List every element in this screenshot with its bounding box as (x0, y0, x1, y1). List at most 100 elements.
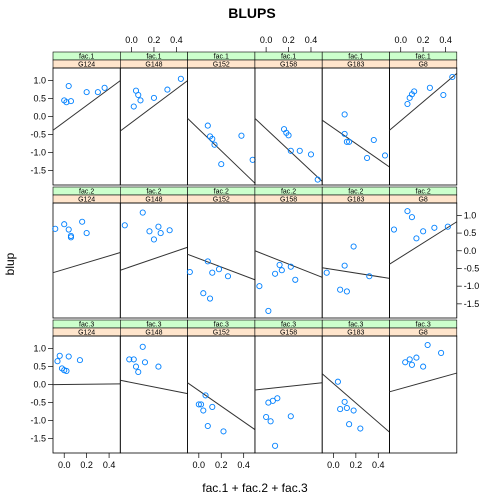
y-tick-label: -1.0 (30, 416, 46, 426)
data-point (278, 267, 285, 274)
data-point (426, 84, 433, 91)
strip-factor-label: fac.2 (79, 189, 94, 196)
data-point (343, 404, 350, 412)
panel-frame (187, 335, 256, 454)
data-point (404, 208, 411, 215)
data-point (209, 135, 216, 142)
regression-line (389, 372, 457, 393)
data-point (341, 262, 348, 269)
data-point (52, 225, 59, 232)
x-tick-label: 0.0 (193, 460, 206, 470)
data-point (276, 261, 283, 268)
data-point (272, 442, 279, 449)
strip-factor-label: fac.3 (214, 322, 229, 329)
data-point (65, 353, 72, 360)
data-point (263, 413, 270, 421)
panel-frame (187, 67, 256, 186)
strip-group-label: G158 (280, 330, 297, 337)
strip-group-label: G8 (418, 197, 427, 204)
data-point (195, 401, 202, 408)
data-point (209, 403, 216, 410)
data-point (267, 418, 274, 425)
data-point (346, 138, 353, 145)
data-point (200, 290, 207, 297)
strip-group-label: G8 (418, 62, 427, 69)
panel-fac3-g8: fac.3G8 (389, 319, 458, 454)
data-point (420, 228, 427, 235)
panel-frame (321, 335, 390, 454)
data-point (272, 270, 279, 277)
x-tick-label: 0.2 (350, 460, 363, 470)
y-tick-label: -1.5 (464, 299, 480, 309)
strip-group-label: G158 (280, 197, 297, 204)
data-point (287, 263, 294, 270)
y-tick-label: -1.0 (30, 148, 46, 158)
x-tick-label: 0.4 (103, 460, 116, 470)
strip-factor-label: fac.2 (416, 189, 431, 196)
data-point (211, 141, 218, 148)
data-point (166, 227, 173, 234)
regression-line (120, 379, 188, 395)
x-tick-label: 0.0 (327, 460, 340, 470)
y-tick-label: 1.0 (33, 76, 46, 86)
data-point (65, 226, 72, 233)
data-point (130, 103, 137, 110)
data-point (238, 132, 245, 139)
y-axis-label: blup (3, 252, 17, 275)
data-point (150, 94, 157, 101)
regression-line (389, 73, 458, 131)
data-point (381, 152, 389, 159)
data-point (307, 151, 315, 158)
axis-ticks: 0.0 0.0 0.0 0.0 0.0 0.0 0.2 0.2 0.2 0.2 0.2 0.2 0.4 0… (30, 35, 479, 470)
data-point (408, 361, 415, 368)
strip-group-label: G152 (213, 62, 230, 69)
x-tick-label: 0.4 (305, 35, 318, 45)
panel-frame (119, 67, 189, 186)
y-tick-label: 0.0 (33, 380, 46, 390)
regression-line (187, 118, 256, 184)
x-tick-label: 0.0 (125, 35, 138, 45)
data-point (206, 295, 214, 302)
data-point (287, 147, 294, 154)
y-tick-label: -0.5 (464, 263, 480, 273)
data-point (413, 235, 420, 242)
data-point (285, 132, 292, 139)
data-point (67, 232, 74, 239)
x-tick-label: 0.4 (237, 460, 250, 470)
data-point (177, 75, 184, 82)
data-point (209, 269, 216, 276)
data-point (63, 367, 70, 374)
strip-factor-label: fac.3 (348, 322, 363, 329)
data-point (215, 266, 223, 273)
data-point (449, 73, 456, 81)
data-point (364, 154, 371, 162)
data-point (265, 307, 272, 314)
strip-factor-label: fac.3 (146, 322, 161, 329)
data-point (440, 91, 447, 99)
data-point (79, 218, 86, 225)
data-point (150, 236, 157, 243)
data-point (164, 86, 171, 93)
strip-factor-label: fac.1 (348, 54, 363, 61)
x-tick-label: 0.4 (439, 35, 452, 45)
regression-line (187, 253, 256, 281)
data-point (220, 428, 227, 435)
strip-group-label: G148 (145, 197, 162, 204)
data-point (357, 425, 364, 432)
regression-line (254, 382, 323, 391)
regression-line (52, 252, 121, 274)
data-point (350, 407, 357, 414)
y-tick-label: 1.0 (464, 210, 477, 220)
x-tick-label: 0.2 (80, 460, 93, 470)
data-point (135, 91, 142, 99)
strip-factor-label: fac.3 (79, 322, 94, 329)
data-point (67, 98, 74, 105)
